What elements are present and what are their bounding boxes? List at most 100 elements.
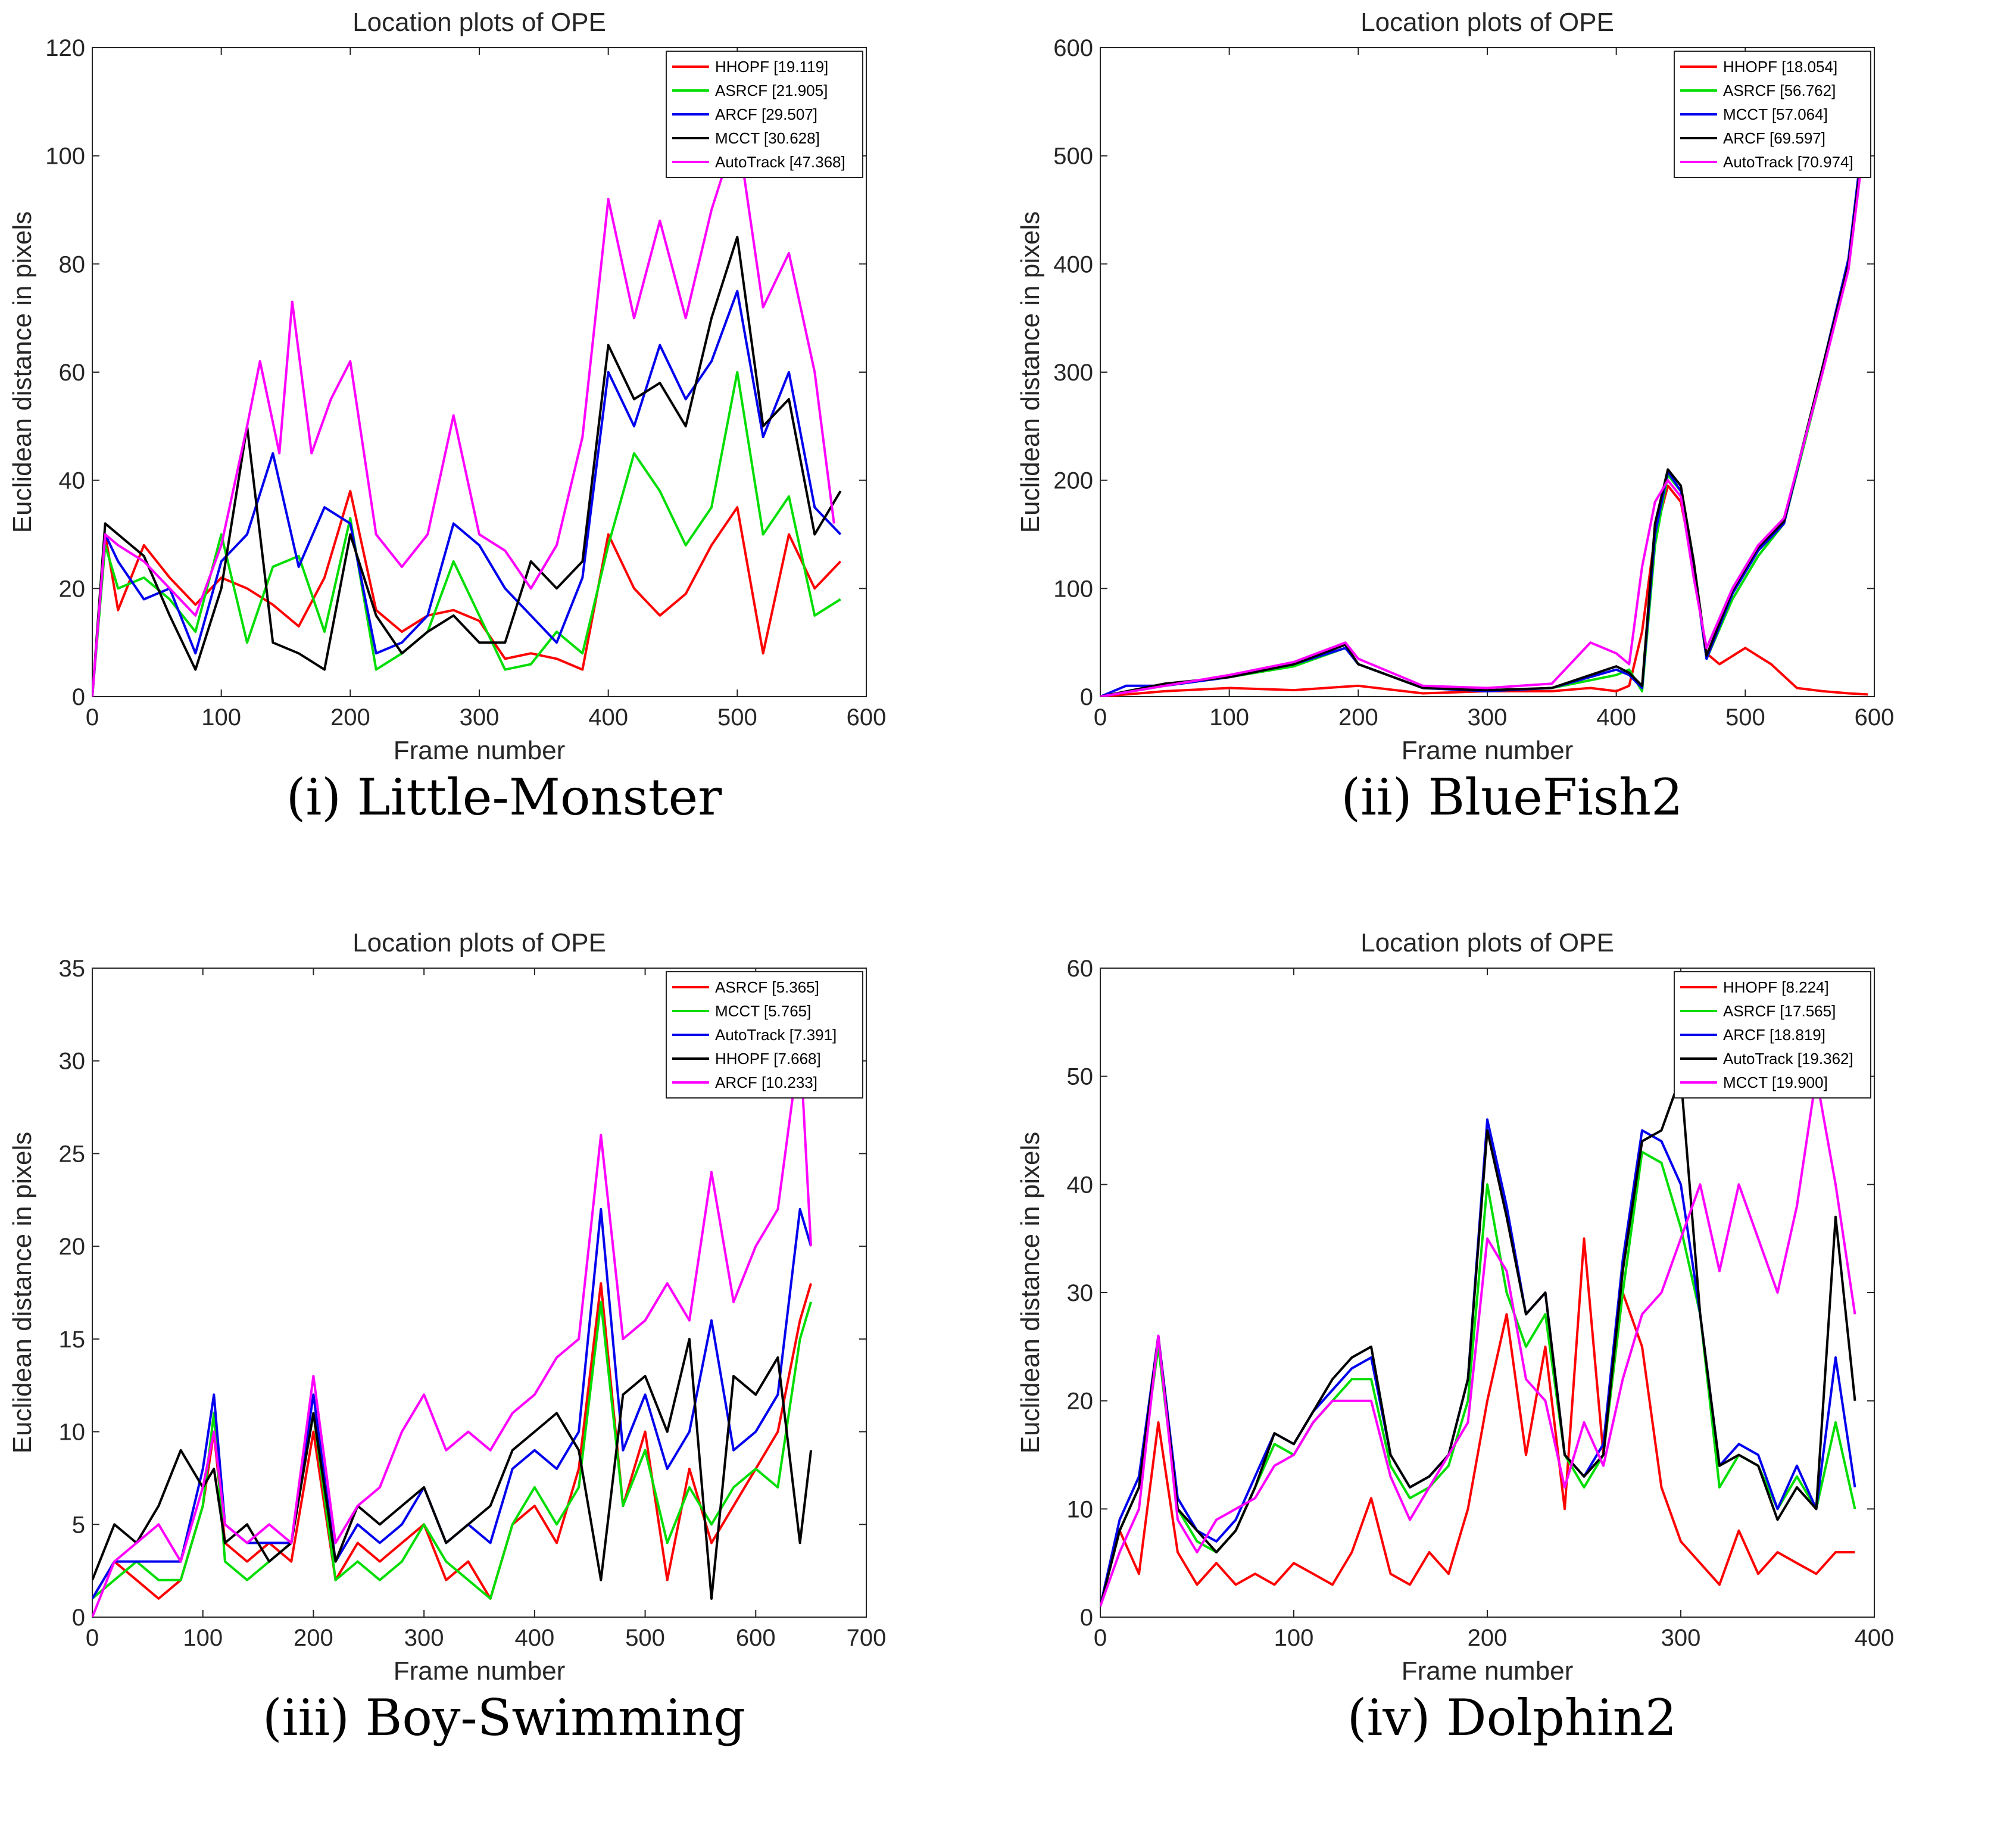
y-tick-label: 20 (59, 576, 86, 602)
x-tick-label: 200 (294, 1625, 333, 1651)
legend-entry: ARCF [18.819] (1723, 1026, 1825, 1044)
x-tick-label: 400 (1855, 1625, 1895, 1651)
series-line (92, 1041, 813, 1617)
x-tick-label: 0 (1094, 704, 1107, 731)
x-tick-label: 500 (625, 1625, 665, 1651)
x-tick-label: 100 (201, 704, 241, 731)
x-tick-label: 600 (847, 704, 887, 731)
panel-boy-swimming: Location plots of OPE 0 100 200 300 400 500 600… (0, 921, 1008, 1841)
x-tick-label: 100 (1209, 704, 1249, 731)
y-tick-label: 100 (45, 143, 85, 170)
x-tick-label: 100 (1274, 1625, 1314, 1651)
legend-entry: AutoTrack [47.368] (715, 153, 845, 171)
x-tick-label: 0 (86, 1625, 99, 1651)
y-axis-label: Euclidean distance in pixels (8, 1132, 37, 1454)
y-tick-label: 30 (1067, 1280, 1094, 1306)
panel-little-monster: Location plots of OPE 0 100 200 300 400 500 600… (0, 0, 1008, 921)
series-line (1100, 112, 1870, 697)
legend-entry: HHOPF [8.224] (1723, 978, 1829, 996)
y-axis-label: Euclidean distance in pixels (8, 211, 37, 533)
legend-entry: MCCT [5.765] (715, 1002, 811, 1020)
series-line (92, 489, 842, 697)
chart-title: Location plots of OPE (1360, 8, 1614, 37)
legend-entry: ASRCF [17.565] (1723, 1002, 1836, 1020)
series-line (92, 127, 835, 697)
chart-bluefish2: Location plots of OPE 0 100 200 300 400 500 600… (1016, 8, 1895, 765)
y-tick-label: 600 (1053, 35, 1093, 61)
legend-entry: MCCT [57.064] (1723, 105, 1828, 123)
x-tick-label: 500 (717, 704, 757, 731)
legend-entry: AutoTrack [7.391] (715, 1026, 837, 1044)
chart-title: Location plots of OPE (352, 8, 606, 37)
series-line (92, 1337, 813, 1600)
caption: (iii) Boy-Swimming (262, 1689, 746, 1747)
legend-entry: HHOPF [19.119] (715, 58, 828, 76)
x-tick-label: 400 (1596, 704, 1636, 731)
legend-entry: ARCF [69.597] (1723, 129, 1825, 147)
x-tick-label: 0 (86, 704, 99, 731)
series-line (1100, 1075, 1856, 1607)
y-tick-label: 60 (1067, 956, 1094, 982)
x-tick-label: 200 (1468, 1625, 1508, 1651)
x-axis-label: Frame number (394, 1656, 566, 1686)
y-tick-label: 0 (1080, 684, 1093, 710)
x-tick-label: 600 (1855, 704, 1895, 731)
x-tick-label: 300 (460, 704, 500, 731)
series-line (92, 1282, 813, 1600)
y-tick-label: 400 (1053, 251, 1093, 277)
y-tick-label: 30 (59, 1049, 86, 1075)
chart-little-monster: Location plots of OPE 0 100 200 300 400 500 600… (8, 8, 887, 765)
y-tick-label: 20 (1067, 1388, 1094, 1415)
x-tick-label: 600 (736, 1625, 776, 1651)
series-line (92, 289, 842, 697)
series-line (1100, 484, 1868, 697)
y-tick-label: 100 (1053, 576, 1093, 602)
series-line (1100, 1075, 1856, 1607)
x-tick-label: 400 (588, 704, 628, 731)
legend-entry: AutoTrack [70.974] (1723, 153, 1853, 171)
y-tick-label: 0 (72, 1605, 85, 1631)
y-axis-label: Euclidean distance in pixels (1016, 1132, 1045, 1454)
legend-entry: HHOPF [18.054] (1723, 58, 1837, 76)
x-tick-label: 100 (183, 1625, 223, 1651)
x-axis-label: Frame number (1402, 1656, 1574, 1686)
legend-entry: MCCT [30.628] (715, 129, 820, 147)
legend-entry: ASRCF [21.905] (715, 82, 828, 99)
x-tick-label: 500 (1725, 704, 1765, 731)
chart-dolphin2: Location plots of OPE 0 100 200 300 400 0 10 20 3… (1016, 928, 1895, 1686)
chart-title: Location plots of OPE (352, 928, 606, 957)
y-tick-label: 35 (59, 956, 86, 982)
x-axis-label: Frame number (1402, 736, 1574, 765)
y-tick-label: 20 (59, 1234, 86, 1260)
legend-entry: ARCF [29.507] (715, 105, 817, 123)
series-line (92, 235, 842, 697)
series-line (1100, 104, 1870, 697)
y-tick-label: 15 (59, 1327, 86, 1353)
legend-entry: HHOPF [7.668] (715, 1050, 821, 1068)
x-tick-label: 300 (404, 1625, 444, 1651)
y-tick-label: 25 (59, 1141, 86, 1167)
x-tick-label: 200 (1338, 704, 1378, 731)
legend-entry: AutoTrack [19.362] (1723, 1050, 1853, 1068)
x-tick-label: 300 (1661, 1625, 1701, 1651)
x-tick-label: 300 (1468, 704, 1508, 731)
y-axis-label: Euclidean distance in pixels (1016, 211, 1045, 533)
y-tick-label: 40 (59, 468, 86, 494)
x-tick-label: 700 (847, 1625, 887, 1651)
y-tick-label: 10 (59, 1419, 86, 1446)
y-tick-label: 120 (45, 35, 85, 61)
y-tick-label: 60 (59, 360, 86, 386)
caption: (iv) Dolphin2 (1347, 1689, 1677, 1747)
x-tick-label: 400 (514, 1625, 554, 1651)
panel-dolphin2: Location plots of OPE 0 100 200 300 400 0 10 20 3… (1008, 921, 2016, 1841)
x-tick-label: 200 (330, 704, 370, 731)
chart-title: Location plots of OPE (1360, 928, 1614, 957)
x-tick-label: 0 (1094, 1625, 1107, 1651)
legend-box (666, 971, 863, 1099)
y-tick-label: 300 (1053, 360, 1093, 386)
caption: (ii) BlueFish2 (1341, 768, 1683, 826)
y-tick-label: 500 (1053, 143, 1093, 170)
y-tick-label: 0 (1080, 1605, 1093, 1631)
x-axis-label: Frame number (394, 736, 566, 765)
